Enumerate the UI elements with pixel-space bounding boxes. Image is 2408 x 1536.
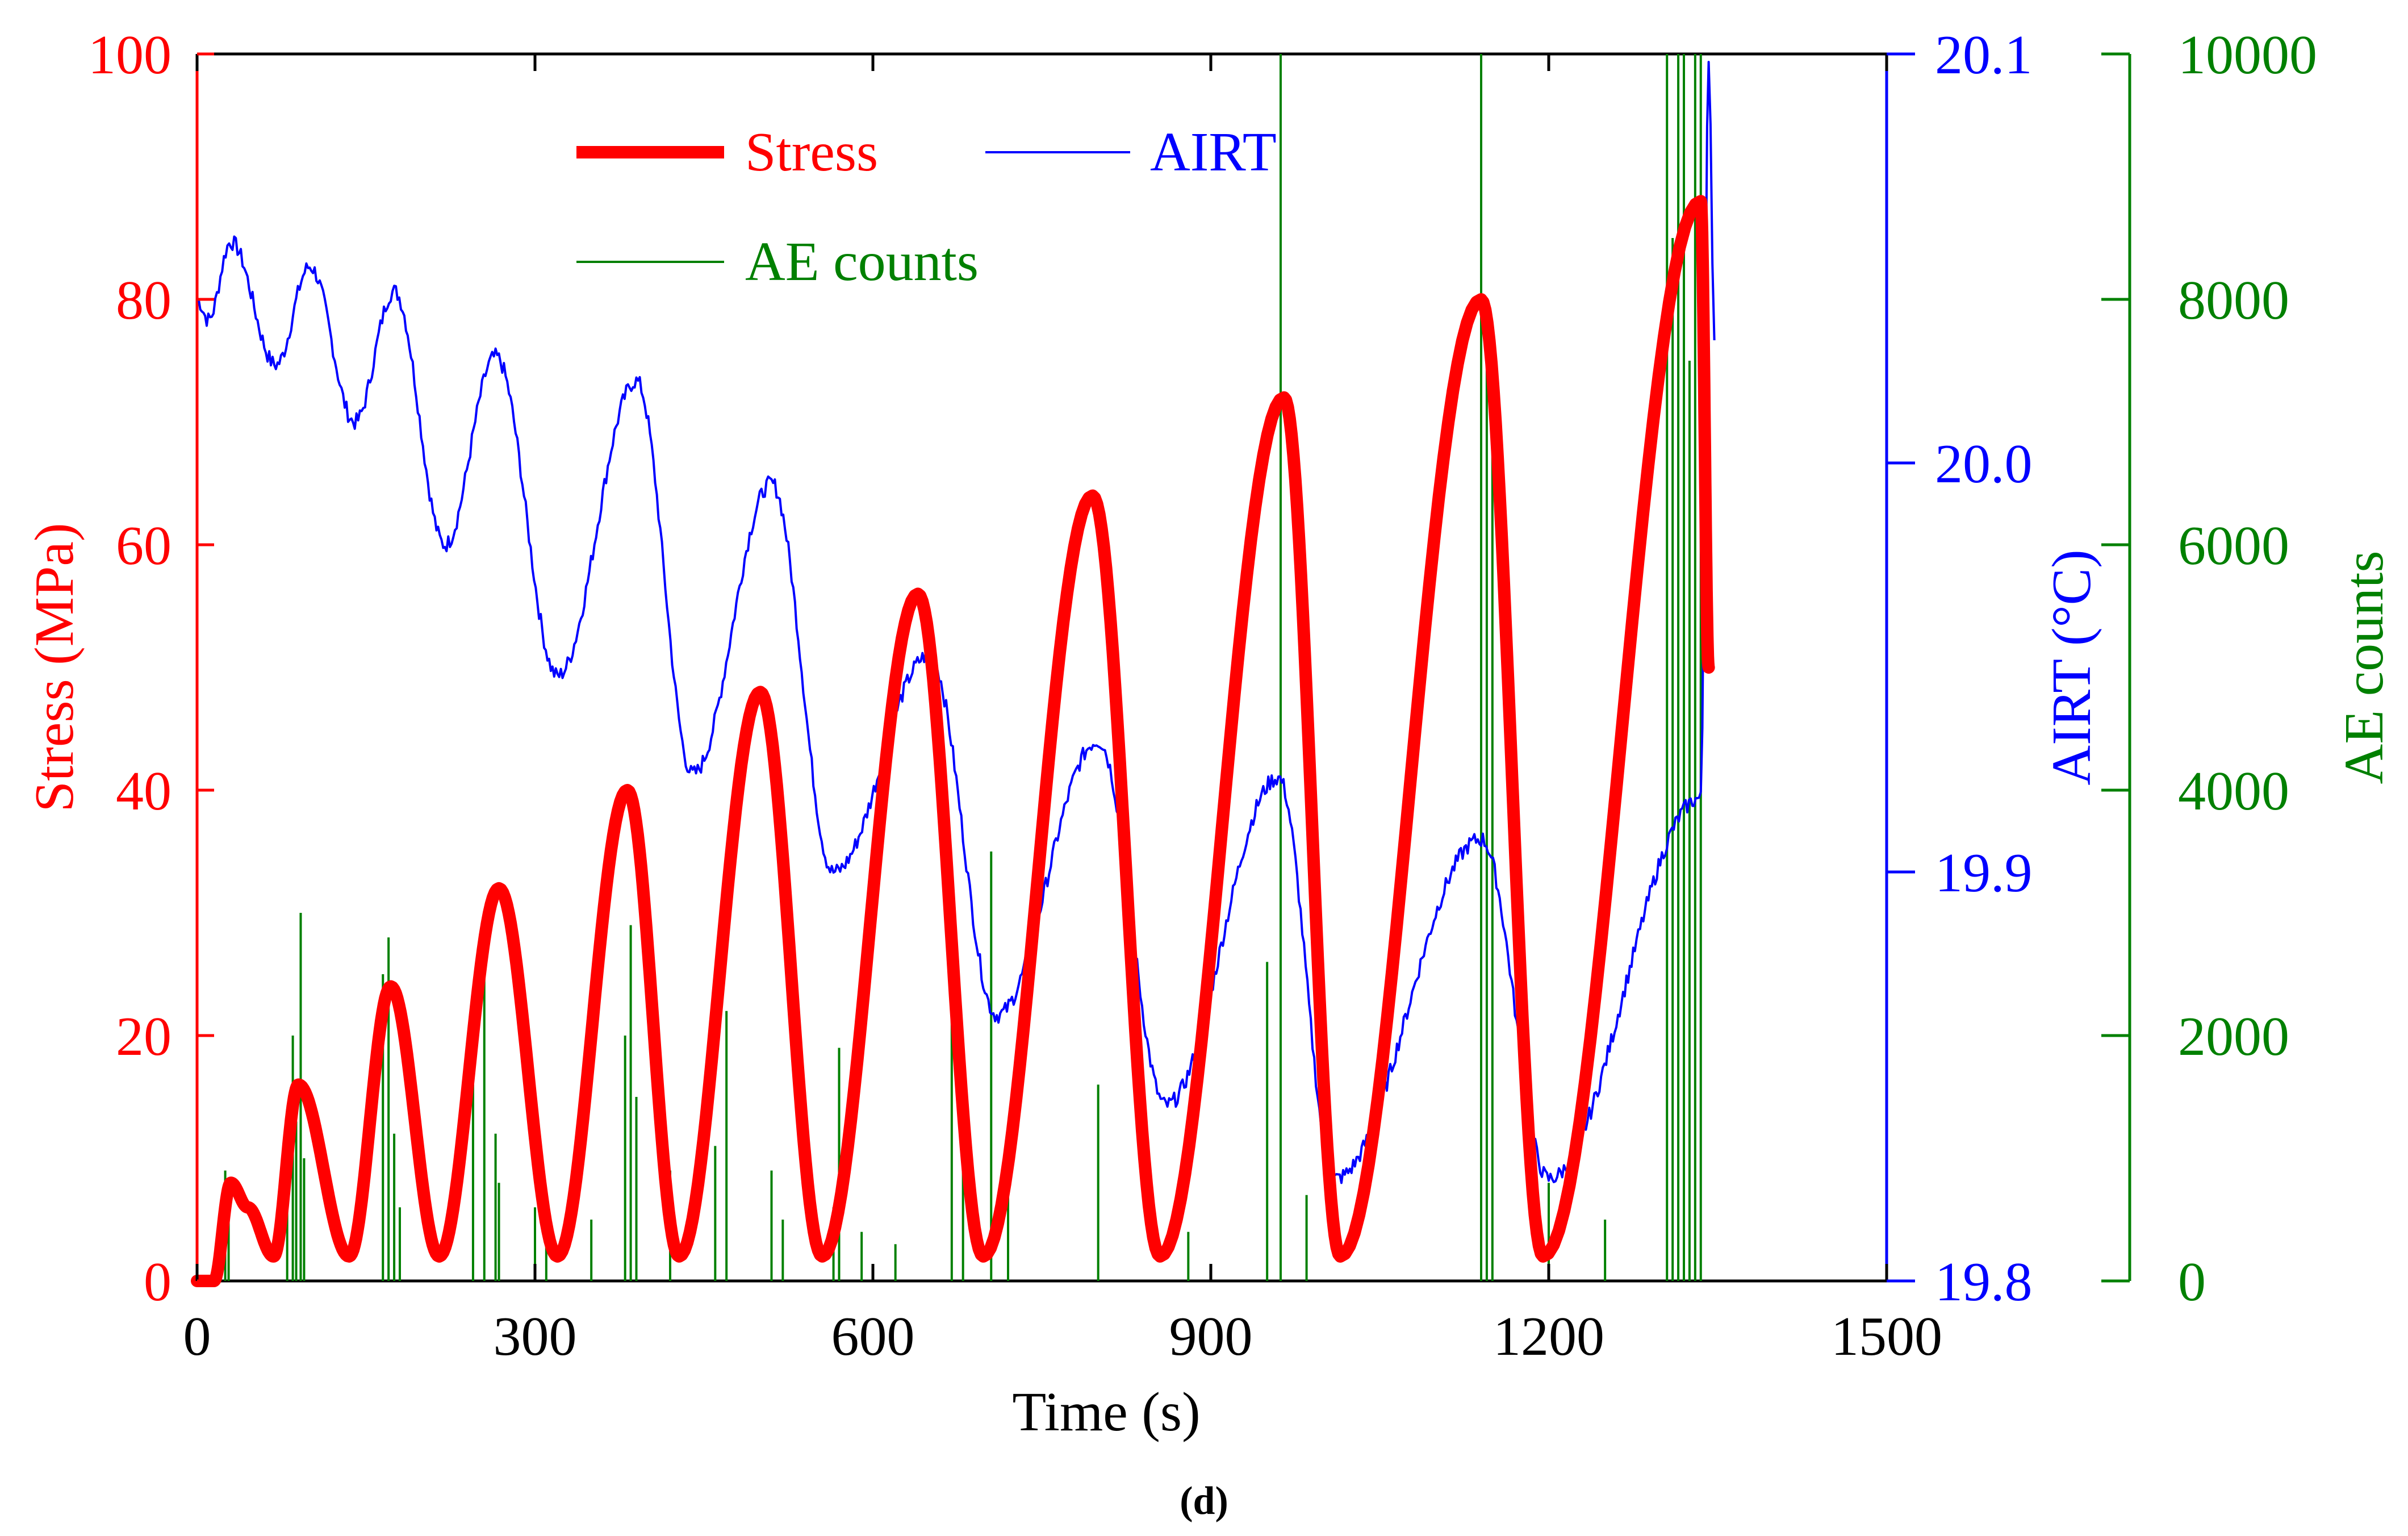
- stress-tick-label: 80: [116, 270, 172, 331]
- stress-tick-label: 20: [116, 1006, 172, 1067]
- ae-tick-label: 6000: [2178, 515, 2289, 577]
- legend-label-stress: Stress: [745, 122, 878, 183]
- airt-tick-label: 20.1: [1935, 24, 2033, 86]
- airt-tick-label: 19.8: [1935, 1251, 2033, 1313]
- panel-label: (d): [1180, 1479, 1228, 1523]
- stress-tick-label: 100: [88, 24, 172, 86]
- ae-tick-label: 10000: [2178, 24, 2317, 86]
- x-axis-title: Time (s): [1012, 1381, 1200, 1443]
- plot-frame: [195, 52, 2131, 1283]
- airt-axis-ticks: 19.8 19.9 20.0 20.1: [1887, 24, 2033, 1313]
- airt-line: [197, 61, 1716, 1184]
- airt-tick-label: 19.9: [1935, 842, 2033, 904]
- x-tick-label: 1200: [1493, 1306, 1604, 1367]
- x-tick-label: 900: [1169, 1306, 1253, 1367]
- airt-tick-label: 20.0: [1935, 433, 2033, 495]
- x-tick-label: 0: [183, 1306, 211, 1367]
- airt-axis-title: AIRT (°C): [2041, 549, 2102, 785]
- stress-tick-label: 40: [116, 761, 172, 822]
- x-tick-label: 300: [494, 1306, 577, 1367]
- series-airt: [197, 61, 1716, 1184]
- stress-axis-ticks: 0 20 40 60 80 100: [88, 24, 214, 1313]
- series-stress: [191, 195, 1715, 1287]
- x-tick-label: 600: [831, 1306, 915, 1367]
- ae-axis-title: AE counts: [2334, 551, 2395, 784]
- legend-label-airt: AIRT: [1150, 122, 1277, 183]
- stress-line: [191, 195, 1715, 1287]
- stress-tick-label: 60: [116, 515, 172, 577]
- x-tick-label: 1500: [1831, 1306, 1942, 1367]
- ae-axis-ticks: 0 2000 4000 6000 8000 10000: [2101, 24, 2317, 1313]
- legend: Stress AIRT AE counts: [576, 122, 1277, 293]
- legend-label-ae: AE counts: [745, 231, 979, 293]
- stress-tick-label: 0: [144, 1251, 172, 1313]
- ae-tick-label: 8000: [2178, 270, 2289, 331]
- stress-axis-title: Stress (MPa): [24, 523, 85, 812]
- ae-tick-label: 2000: [2178, 1006, 2289, 1067]
- ae-tick-label: 0: [2178, 1251, 2206, 1313]
- x-axis-ticks: 0 300 600 900 1200 1500: [183, 54, 1942, 1367]
- ae-tick-label: 4000: [2178, 761, 2289, 822]
